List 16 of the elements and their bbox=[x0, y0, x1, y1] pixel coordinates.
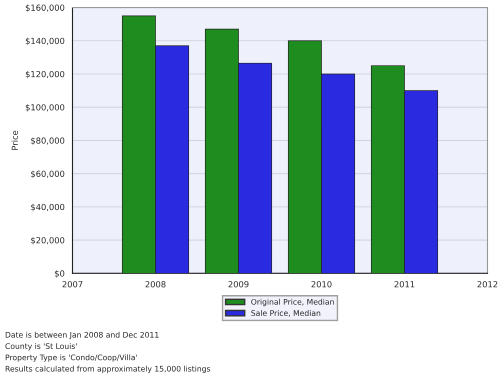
y-tick-label: $0 bbox=[54, 270, 64, 278]
y-tick-label: $20,000 bbox=[31, 236, 64, 244]
x-tick-label: 2011 bbox=[394, 281, 414, 288]
y-tick-label: $60,000 bbox=[31, 170, 64, 178]
x-tick-label: 2008 bbox=[146, 281, 166, 288]
y-tick-label: $80,000 bbox=[31, 137, 64, 145]
x-tick-label: 2012 bbox=[478, 281, 498, 288]
x-tick-label: 2007 bbox=[62, 281, 82, 288]
x-tick-label: 2010 bbox=[312, 281, 332, 288]
y-tick-label: $100,000 bbox=[26, 104, 64, 112]
y-tick-label: $160,000 bbox=[26, 4, 64, 12]
y-tick-label: $120,000 bbox=[26, 70, 64, 78]
y-tick-label: $140,000 bbox=[26, 38, 64, 46]
y-tick-label: $40,000 bbox=[31, 204, 64, 212]
y-axis-title: Price bbox=[11, 130, 18, 150]
x-tick-label: 2009 bbox=[228, 281, 249, 288]
